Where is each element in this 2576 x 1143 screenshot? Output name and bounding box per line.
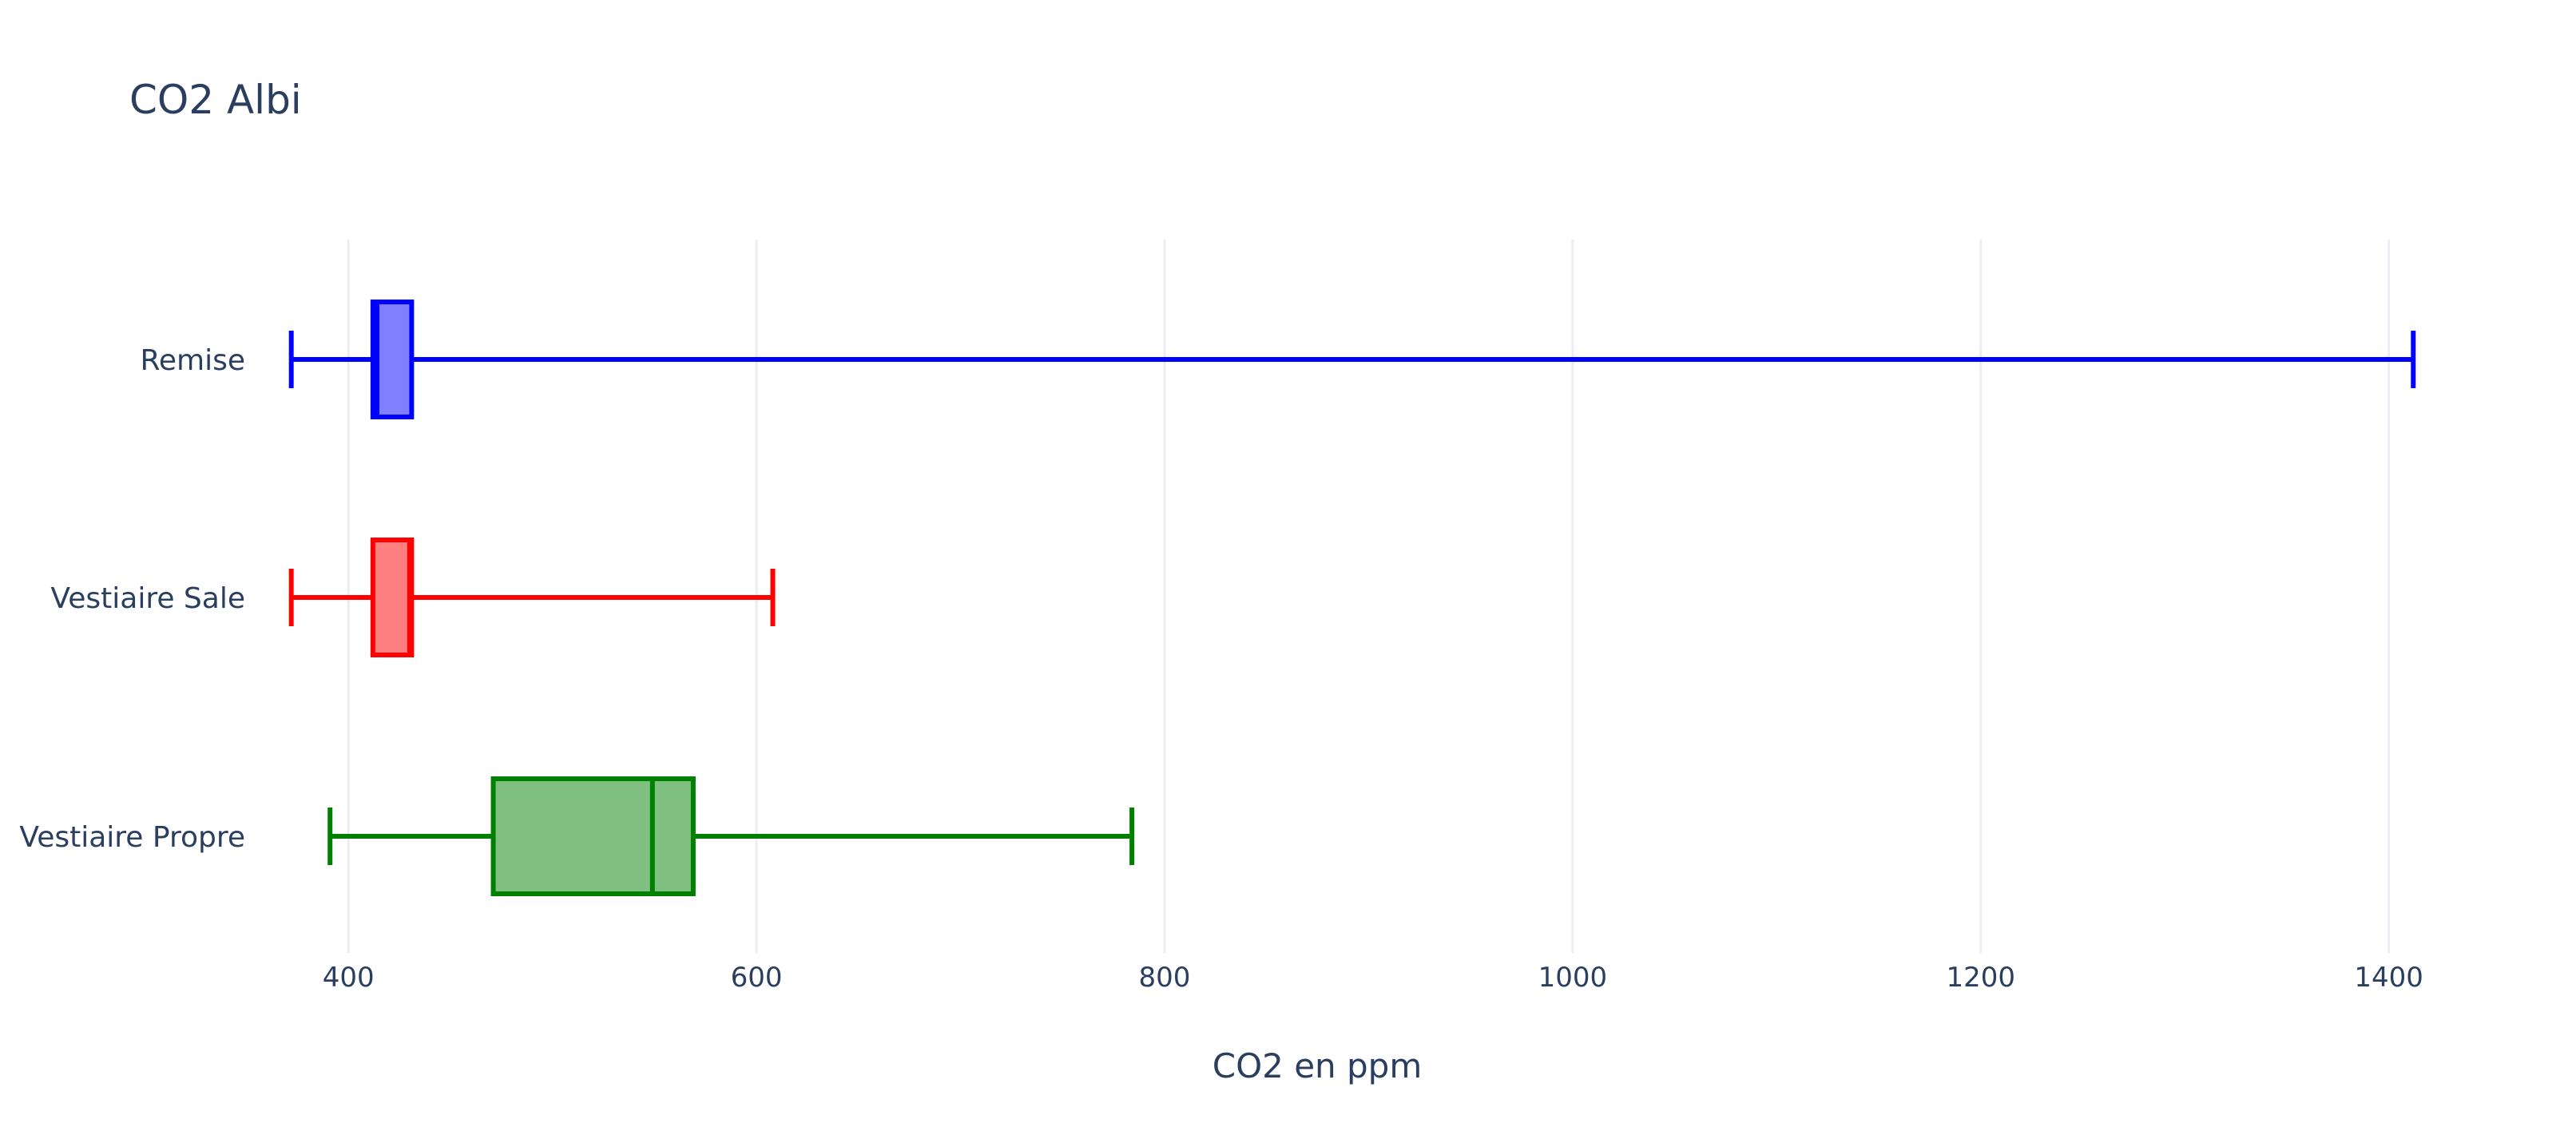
- box-iqr: [370, 538, 415, 657]
- boxes: [288, 300, 2416, 896]
- x-axis-title: CO2 en ppm: [1213, 1046, 1423, 1085]
- x-tick-label: 1200: [1946, 962, 2015, 994]
- box-vestiaire-propre: [327, 776, 1135, 896]
- x-tick-label: 600: [731, 962, 783, 994]
- x-tick-label: 1400: [2354, 962, 2423, 994]
- box-remise: [288, 300, 2416, 419]
- box-vestiaire-sale: [288, 538, 776, 657]
- x-tick-label: 1000: [1538, 962, 1608, 994]
- labels: 400 600 800 1000 1200 1400 Remise Vestiaire Sal…: [19, 344, 2423, 994]
- box-iqr: [490, 776, 696, 896]
- y-category-label: Vestiaire Sale: [50, 582, 245, 615]
- y-category-label: Vestiaire Propre: [19, 821, 245, 854]
- y-category-label: Remise: [140, 344, 245, 377]
- chart-title: CO2 Albi: [129, 77, 302, 123]
- x-tick-label: 800: [1139, 962, 1191, 994]
- x-tick-label: 400: [323, 962, 375, 994]
